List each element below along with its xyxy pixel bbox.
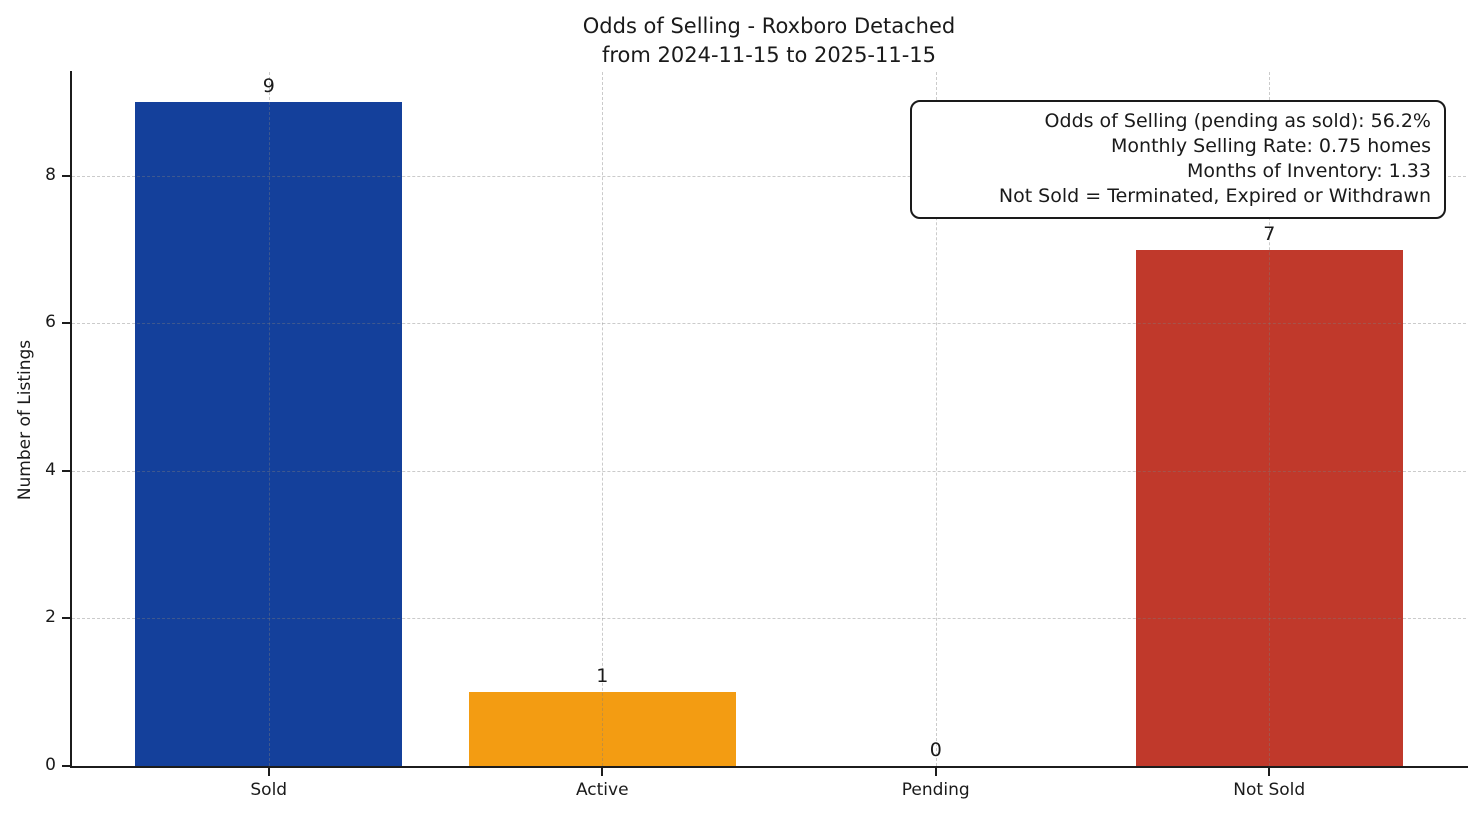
bar-sold: [135, 102, 403, 766]
y-tick-label-4: 4: [45, 459, 56, 480]
chart-title-line1: Odds of Selling - Roxboro Detached: [582, 14, 956, 38]
bar-value-label-not-sold: 7: [1263, 222, 1276, 245]
bar-value-label-sold: 9: [262, 75, 275, 98]
y-tick-label-6: 6: [45, 312, 56, 333]
y-tick-2: [62, 617, 70, 620]
stats-odds-of-selling: Odds of Selling (pending as sold): 56.2%: [1044, 110, 1431, 132]
chart-title-line2: from 2024-11-15 to 2025-11-15: [601, 42, 937, 67]
x-tick-label-active: Active: [575, 780, 629, 800]
y-tick-label-8: 8: [45, 164, 56, 185]
x-tick-label-not-sold: Not Sold: [1233, 780, 1306, 800]
x-tick-not-sold: [1268, 768, 1271, 776]
stats-months-of-inventory: Months of Inventory: 1.33: [1187, 160, 1431, 183]
stats-annotation-box: Odds of Selling (pending as sold): 56.2%…: [910, 100, 1446, 220]
plot-area: 9 1 0 7 0 2 4 6 8 Sold Active Pending Not Sold: [45, 72, 1466, 800]
x-tick-pending: [934, 768, 937, 776]
stats-monthly-selling-rate: Monthly Selling Rate: 0.75 homes: [1111, 135, 1431, 158]
bar-value-label-active: 1: [596, 665, 609, 688]
y-tick-0: [62, 765, 70, 767]
v-gridline-active: [602, 72, 604, 766]
bar-not-sold: [1135, 249, 1403, 766]
x-tick-label-sold: Sold: [250, 780, 288, 800]
y-tick-8: [62, 174, 70, 177]
x-tick-active: [601, 768, 604, 776]
y-tick-4: [62, 469, 70, 472]
stats-not-sold-definition: Not Sold = Terminated, Expired or Withdr…: [998, 185, 1431, 208]
x-tick-label-pending: Pending: [901, 780, 970, 800]
x-tick-sold: [267, 768, 270, 776]
y-tick-label-0: 0: [45, 755, 56, 775]
y-axis-spine: [70, 71, 72, 768]
chart-title: Odds of Selling - Roxboro Detached from …: [72, 12, 1466, 70]
x-axis-spine: [70, 766, 1468, 768]
y-tick-6: [62, 322, 70, 325]
bar-active: [468, 692, 736, 766]
y-tick-label-2: 2: [45, 607, 56, 628]
bar-value-label-pending: 0: [929, 739, 942, 761]
